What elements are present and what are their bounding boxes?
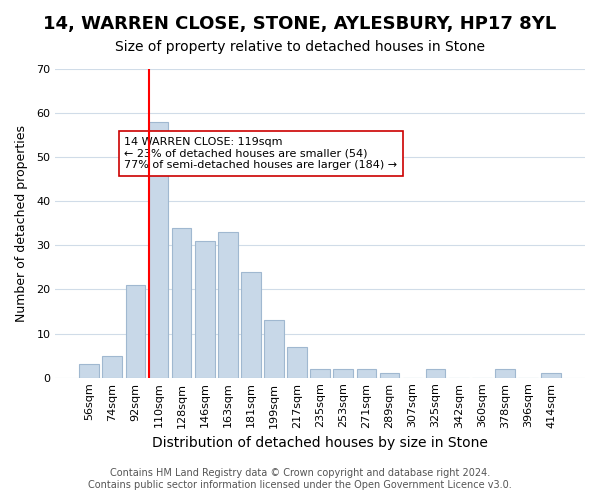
- Bar: [426, 369, 445, 378]
- Bar: [264, 320, 284, 378]
- Bar: [241, 272, 260, 378]
- X-axis label: Distribution of detached houses by size in Stone: Distribution of detached houses by size …: [152, 436, 488, 450]
- Bar: [495, 369, 515, 378]
- Bar: [287, 347, 307, 378]
- Bar: [195, 241, 215, 378]
- Text: Contains HM Land Registry data © Crown copyright and database right 2024.
Contai: Contains HM Land Registry data © Crown c…: [88, 468, 512, 490]
- Bar: [356, 369, 376, 378]
- Bar: [334, 369, 353, 378]
- Y-axis label: Number of detached properties: Number of detached properties: [15, 125, 28, 322]
- Bar: [310, 369, 330, 378]
- Bar: [541, 374, 561, 378]
- Text: Size of property relative to detached houses in Stone: Size of property relative to detached ho…: [115, 40, 485, 54]
- Bar: [218, 232, 238, 378]
- Bar: [79, 364, 99, 378]
- Text: 14, WARREN CLOSE, STONE, AYLESBURY, HP17 8YL: 14, WARREN CLOSE, STONE, AYLESBURY, HP17…: [43, 15, 557, 33]
- Text: 14 WARREN CLOSE: 119sqm
← 23% of detached houses are smaller (54)
77% of semi-de: 14 WARREN CLOSE: 119sqm ← 23% of detache…: [124, 137, 397, 170]
- Bar: [103, 356, 122, 378]
- Bar: [380, 374, 399, 378]
- Bar: [149, 122, 169, 378]
- Bar: [172, 228, 191, 378]
- Bar: [125, 285, 145, 378]
